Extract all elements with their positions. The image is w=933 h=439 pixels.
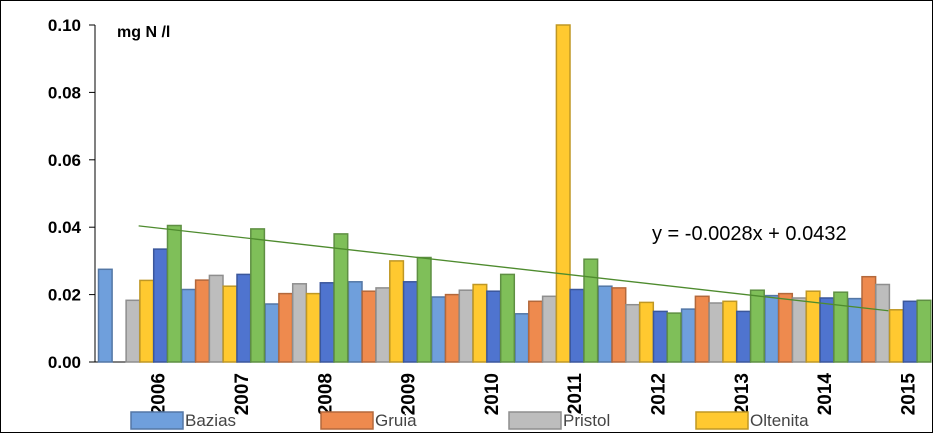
bar <box>652 310 668 363</box>
x-axis: 2006 2007 2008 2009 2010 2011 2012 2013 2014 2015 <box>95 361 926 416</box>
bar <box>458 289 474 363</box>
bar <box>791 297 807 363</box>
legend-item: Pristol <box>508 411 610 430</box>
bar <box>777 292 794 363</box>
x-tick-label: 2012 <box>648 373 669 415</box>
bar <box>416 256 432 363</box>
bar <box>861 275 877 363</box>
legend-label: Pristol <box>563 411 610 430</box>
bar <box>166 224 182 363</box>
legend-item: Bazias <box>130 411 236 430</box>
bar <box>402 281 418 363</box>
bar <box>236 273 252 363</box>
bar <box>97 268 113 363</box>
bar <box>499 273 516 363</box>
x-tick-label: 2015 <box>898 373 919 416</box>
legend-label: Oltenita <box>750 411 809 430</box>
y-axis: 0.00 0.02 0.04 0.06 0.08 0.10 <box>48 16 96 372</box>
bar <box>333 233 349 363</box>
y-tick-label: 0.08 <box>48 83 81 102</box>
bar <box>486 290 502 363</box>
legend-swatch <box>130 411 184 430</box>
bar <box>430 296 447 363</box>
bar <box>250 228 266 363</box>
bar <box>514 313 530 363</box>
x-tick-label: 2013 <box>732 373 753 415</box>
legend-swatch <box>508 411 562 430</box>
x-tick-label: 2014 <box>815 373 836 416</box>
trendline <box>138 225 889 312</box>
bar <box>569 288 585 363</box>
bar <box>916 299 932 363</box>
bar <box>888 309 904 363</box>
bar <box>208 274 224 363</box>
bar <box>819 297 835 363</box>
bar <box>319 282 335 363</box>
bar <box>347 281 363 363</box>
y-tick-label: 0.00 <box>48 353 81 372</box>
x-tick-label: 2011 <box>565 373 586 415</box>
bar <box>764 294 780 363</box>
bar <box>541 295 557 363</box>
bar <box>555 24 571 363</box>
y-tick-label: 0.06 <box>48 151 81 170</box>
trendline-line <box>138 225 889 312</box>
bar <box>666 312 682 363</box>
bar <box>708 302 724 363</box>
bar <box>139 279 155 363</box>
x-tick-label: 2006 <box>149 373 170 415</box>
x-tick-label: 2008 <box>315 373 336 415</box>
x-tick-label: 2007 <box>232 373 253 415</box>
bar <box>194 279 210 363</box>
bar <box>305 292 321 363</box>
y-tick-label: 0.04 <box>48 218 82 237</box>
x-tick-label: 2009 <box>399 373 420 415</box>
bar <box>736 310 752 363</box>
legend: Bazias Gruia Pristol Oltenita <box>130 411 809 430</box>
bar <box>389 260 405 363</box>
legend-label: Bazias <box>185 411 236 430</box>
bar <box>611 287 627 363</box>
trendline-equation: y = -0.0028x + 0.0432 <box>652 223 847 245</box>
bar <box>694 295 710 363</box>
unit-label: mg N /l <box>117 24 170 41</box>
legend-item: Gruia <box>320 411 417 430</box>
bar <box>597 285 613 363</box>
legend-item: Oltenita <box>695 411 809 430</box>
bar <box>638 301 655 363</box>
bar <box>528 300 544 363</box>
bar <box>181 288 197 363</box>
y-tick-label: 0.02 <box>48 286 81 305</box>
bar <box>222 285 238 363</box>
x-tick-label: 2010 <box>482 373 503 415</box>
bar <box>375 287 391 363</box>
bar <box>125 299 141 363</box>
bar <box>749 289 765 363</box>
bar <box>278 292 294 363</box>
bar <box>875 283 891 363</box>
bars <box>97 24 932 363</box>
bar <box>722 300 738 363</box>
bar <box>444 293 460 363</box>
bar <box>680 308 696 363</box>
legend-label: Gruia <box>375 411 417 430</box>
legend-swatch <box>695 411 749 430</box>
bar <box>625 303 641 363</box>
bar <box>472 283 488 363</box>
y-tick-label: 0.10 <box>48 16 81 35</box>
bar <box>902 300 918 363</box>
bar <box>291 283 308 363</box>
bar <box>361 290 377 363</box>
legend-swatch <box>320 411 374 430</box>
bar <box>152 248 169 363</box>
bar <box>264 303 280 363</box>
bar <box>583 258 599 363</box>
bar <box>833 291 849 363</box>
